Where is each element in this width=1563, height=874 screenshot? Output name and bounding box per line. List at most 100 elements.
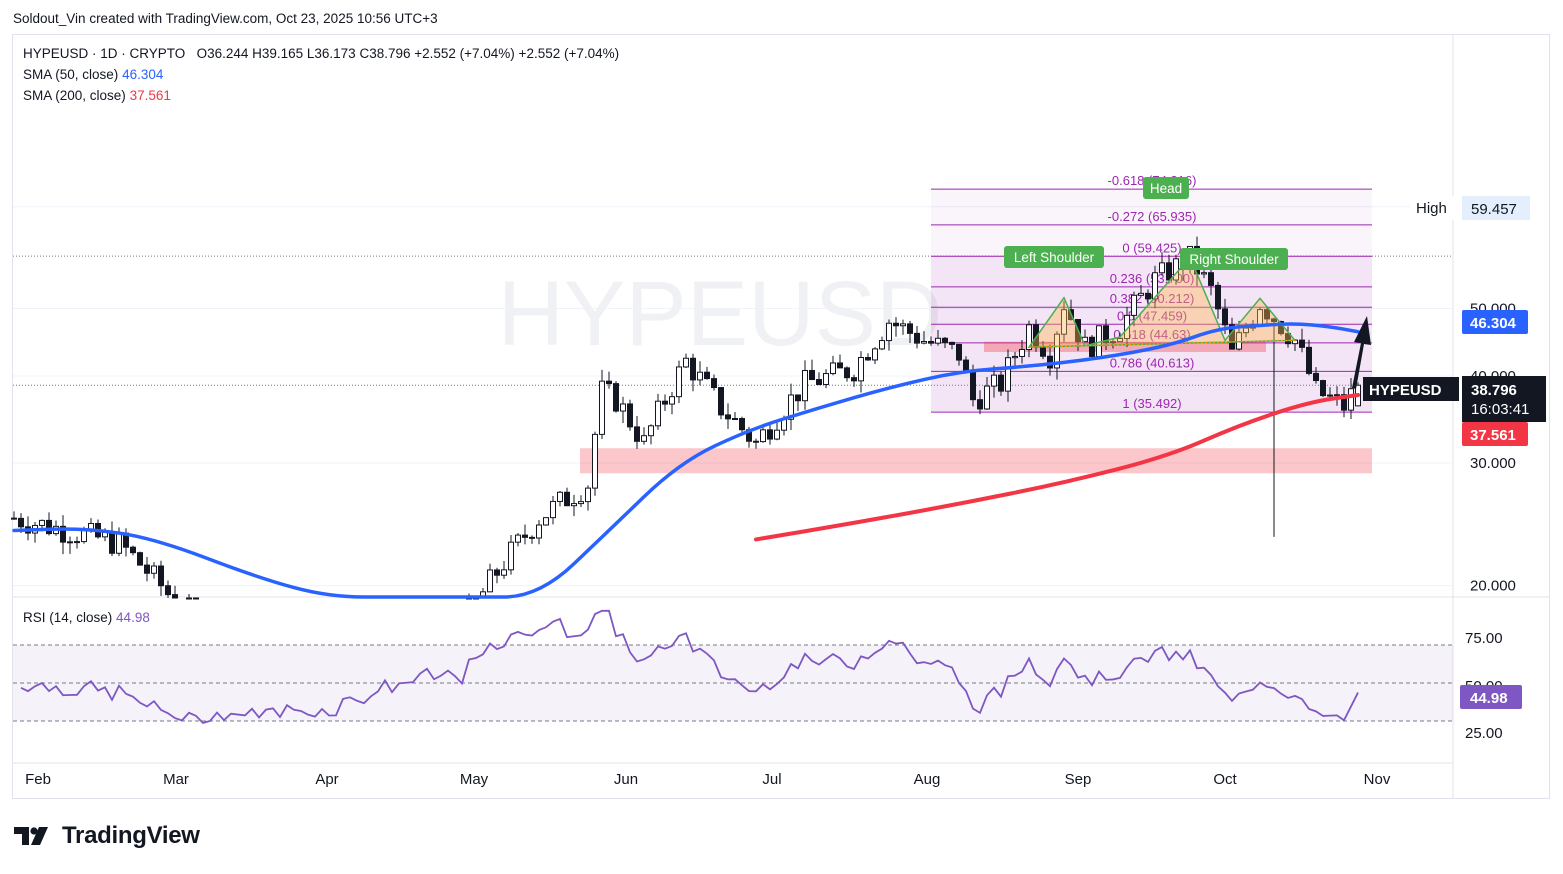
candle-down xyxy=(725,414,731,420)
candle-down xyxy=(928,340,934,344)
svg-text:HYPEUSD: HYPEUSD xyxy=(1369,382,1442,399)
rsi-tick-label: 25.00 xyxy=(1465,725,1503,742)
candle-up xyxy=(676,366,682,398)
candle-up xyxy=(984,385,990,410)
candle-up xyxy=(578,501,584,505)
svg-text:Head: Head xyxy=(1150,181,1182,196)
annotation-right-shoulder: Right Shoulder xyxy=(1180,248,1288,270)
candle-down xyxy=(634,426,640,442)
time-tick-label: Jun xyxy=(614,771,638,788)
svg-text:37.561: 37.561 xyxy=(1470,427,1516,444)
candle-down xyxy=(970,369,976,401)
sma50-line xyxy=(12,322,1360,599)
candle-down xyxy=(956,343,962,361)
candle-down xyxy=(627,403,633,428)
svg-text:Right Shoulder: Right Shoulder xyxy=(1189,252,1279,267)
candle-up xyxy=(1012,355,1018,359)
neckline xyxy=(1028,339,1296,348)
candle-up xyxy=(1138,292,1144,296)
candle-down xyxy=(1264,309,1270,320)
time-tick-label: Sep xyxy=(1065,771,1092,788)
ohlc-values: O36.244 H39.165 L36.173 C38.796 +2.552 (… xyxy=(196,46,620,61)
candle-down xyxy=(767,429,773,440)
candle-up xyxy=(802,369,808,402)
candle-down xyxy=(1215,284,1221,310)
fib-retracement-band xyxy=(931,256,1372,413)
chart-canvas[interactable]: HYPEUSD -0.618 (74.216)-0.272 (65.935)0 … xyxy=(0,0,1563,800)
neckline-zone xyxy=(984,341,1266,353)
candle-down xyxy=(1306,346,1312,374)
watermark: HYPEUSD xyxy=(498,263,943,365)
candle-down xyxy=(1166,262,1172,281)
candle-down xyxy=(158,565,164,587)
candle-down xyxy=(1341,394,1347,411)
candle-up xyxy=(585,487,591,503)
time-tick-label: Mar xyxy=(163,771,189,788)
candle-up xyxy=(1110,341,1116,344)
annotation-left-shoulder: Left Shoulder xyxy=(1004,246,1104,268)
candle-up xyxy=(1236,332,1242,350)
candle-up xyxy=(858,356,864,382)
candle-down xyxy=(137,552,143,566)
svg-text:16:03:41: 16:03:41 xyxy=(1471,401,1529,418)
candle-down xyxy=(1320,380,1326,397)
candle-up xyxy=(1054,333,1060,369)
candle-down xyxy=(816,379,822,385)
annotation-head: Head xyxy=(1143,177,1189,199)
candle-up xyxy=(991,374,997,387)
sma50-legend[interactable]: SMA (50, close) 46.304 xyxy=(23,67,163,82)
candle-down xyxy=(753,440,759,443)
time-tick-label: May xyxy=(460,771,489,788)
sma50-value: 46.304 xyxy=(122,67,164,82)
candle-up xyxy=(774,429,780,440)
candle-up xyxy=(648,425,654,437)
rsi-value-tag: 44.98 xyxy=(1460,685,1522,709)
candle-up xyxy=(599,380,605,435)
candle-up xyxy=(536,524,542,539)
candle-up xyxy=(886,322,892,342)
candle-up xyxy=(81,529,87,543)
candle-up xyxy=(879,340,885,350)
fib-level-label: 1 (35.492) xyxy=(1122,396,1181,411)
candle-up xyxy=(508,541,514,571)
rsi-tick-label: 75.00 xyxy=(1465,630,1503,647)
candle-down xyxy=(1208,272,1214,286)
candle-down xyxy=(865,356,871,361)
fib-extension-band xyxy=(931,189,1372,257)
candle-down xyxy=(1040,346,1046,357)
candle-up xyxy=(557,491,563,502)
candle-up xyxy=(487,569,493,593)
candle-down xyxy=(11,517,17,520)
rsi-line xyxy=(20,609,1359,725)
sma200-legend[interactable]: SMA (200, close) 37.561 xyxy=(23,88,171,103)
candle-down xyxy=(1285,333,1291,345)
sma50-price-tag: 46.304 xyxy=(1462,310,1528,334)
candle-up xyxy=(760,429,766,443)
candle-up xyxy=(1005,357,1011,392)
candle-down xyxy=(718,387,724,416)
candle-down xyxy=(1145,292,1151,300)
candle-up xyxy=(1026,324,1032,350)
candle-down xyxy=(711,378,717,389)
candle-up xyxy=(669,396,675,405)
candle-up xyxy=(620,403,626,412)
candle-down xyxy=(795,394,801,402)
tradingview-wordmark: TradingView xyxy=(62,822,200,849)
svg-text:38.796: 38.796 xyxy=(1471,382,1517,399)
rsi-band xyxy=(13,645,1453,721)
candle-up xyxy=(655,400,661,427)
tradingview-logo[interactable]: TradingView xyxy=(14,822,200,850)
symbol-name[interactable]: HYPEUSD · 1D · CRYPTO xyxy=(23,46,186,61)
sma200-value: 37.561 xyxy=(129,88,171,103)
candle-up xyxy=(592,433,598,489)
candle-up xyxy=(543,517,549,526)
svg-text:High: High xyxy=(1416,200,1447,217)
sma200-price-tag: 37.561 xyxy=(1462,422,1528,446)
chart-author-header: Soldout_Vin created with TradingView.com… xyxy=(13,11,438,26)
candle-up xyxy=(1334,394,1340,397)
rsi-legend[interactable]: RSI (14, close) 44.98 xyxy=(23,610,150,625)
candle-up xyxy=(697,371,703,381)
rsi-label: RSI (14, close) xyxy=(23,610,113,625)
candle-up xyxy=(935,337,941,344)
fib-level-label: -0.272 (65.935) xyxy=(1108,209,1197,224)
